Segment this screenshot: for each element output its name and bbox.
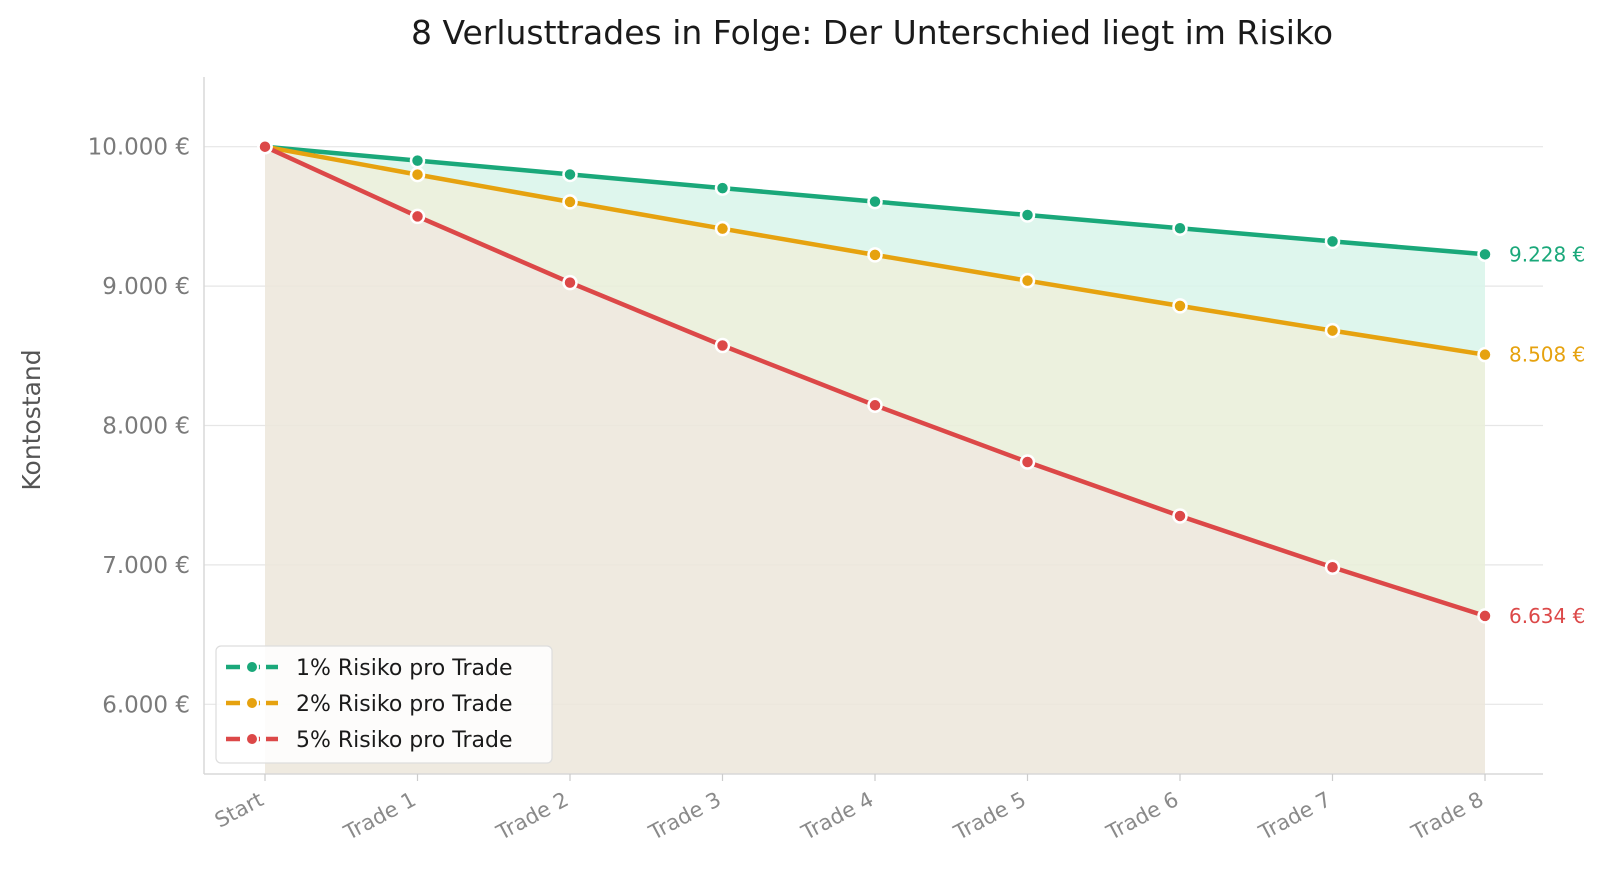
data-point bbox=[409, 152, 426, 169]
end-value-label: 6.634 € bbox=[1509, 604, 1585, 628]
x-tick-label: Trade 5 bbox=[949, 787, 1030, 845]
data-point bbox=[1324, 559, 1341, 576]
x-tick-label: Trade 4 bbox=[797, 787, 878, 845]
y-tick-label: 7.000 € bbox=[102, 553, 190, 579]
data-point bbox=[1172, 508, 1188, 524]
area-fill bbox=[265, 146, 1485, 616]
legend-marker bbox=[245, 732, 259, 746]
data-point bbox=[867, 397, 883, 414]
series-lines bbox=[257, 138, 1493, 624]
data-point bbox=[257, 138, 273, 155]
data-point bbox=[1172, 220, 1188, 236]
legend-marker bbox=[245, 660, 259, 674]
axes bbox=[203, 77, 1543, 781]
data-point bbox=[867, 247, 883, 263]
data-point bbox=[1019, 272, 1036, 289]
y-tick-label: 9.000 € bbox=[102, 274, 190, 300]
data-point bbox=[1477, 608, 1493, 624]
data-point bbox=[1477, 346, 1493, 363]
data-point bbox=[714, 337, 731, 354]
chart-title: 8 Verlusttrades in Folge: Der Unterschie… bbox=[411, 13, 1333, 52]
data-point bbox=[1324, 322, 1341, 339]
y-tick-label: 8.000 € bbox=[102, 414, 190, 440]
data-point bbox=[1172, 298, 1188, 314]
y-tick-label: 10.000 € bbox=[88, 135, 190, 161]
legend: 1% Risiko pro Trade 2% Risiko pro Trade 5%… bbox=[215, 645, 553, 764]
legend-box bbox=[215, 645, 553, 764]
x-tick-label: Trade 3 bbox=[644, 787, 725, 845]
data-point bbox=[714, 180, 731, 196]
x-tick-label: Start bbox=[211, 787, 268, 832]
x-tick-label: Trade 7 bbox=[1254, 787, 1335, 845]
data-point bbox=[562, 166, 578, 183]
data-point bbox=[409, 208, 426, 225]
legend-label: 2% Risiko pro Trade bbox=[296, 692, 513, 717]
end-value-label: 9.228 € bbox=[1509, 242, 1585, 266]
legend-label: 5% Risiko pro Trade bbox=[296, 728, 513, 753]
x-tick-label: Trade 1 bbox=[339, 787, 420, 845]
x-tick-label: Trade 2 bbox=[492, 787, 573, 845]
x-tick-label: Trade 6 bbox=[1102, 787, 1183, 845]
y-tick-label: 6.000 € bbox=[102, 692, 190, 718]
x-tick-label: Trade 8 bbox=[1407, 787, 1488, 845]
y-axis-label: Kontostand bbox=[17, 349, 46, 490]
data-point bbox=[867, 193, 883, 210]
legend-marker bbox=[245, 696, 259, 710]
end-value-label: 8.508 € bbox=[1509, 343, 1585, 367]
data-point bbox=[562, 194, 578, 210]
data-point bbox=[714, 220, 731, 237]
data-point bbox=[1019, 454, 1036, 470]
end-labels: 9.228 € 8.508 € 6.634 € bbox=[1509, 242, 1585, 628]
data-point bbox=[1324, 233, 1341, 250]
data-point bbox=[1477, 246, 1493, 263]
data-point bbox=[409, 166, 426, 183]
area-fill bbox=[265, 146, 1485, 774]
data-point bbox=[1019, 207, 1036, 223]
legend-label: 1% Risiko pro Trade bbox=[296, 656, 513, 681]
data-point bbox=[562, 274, 578, 291]
